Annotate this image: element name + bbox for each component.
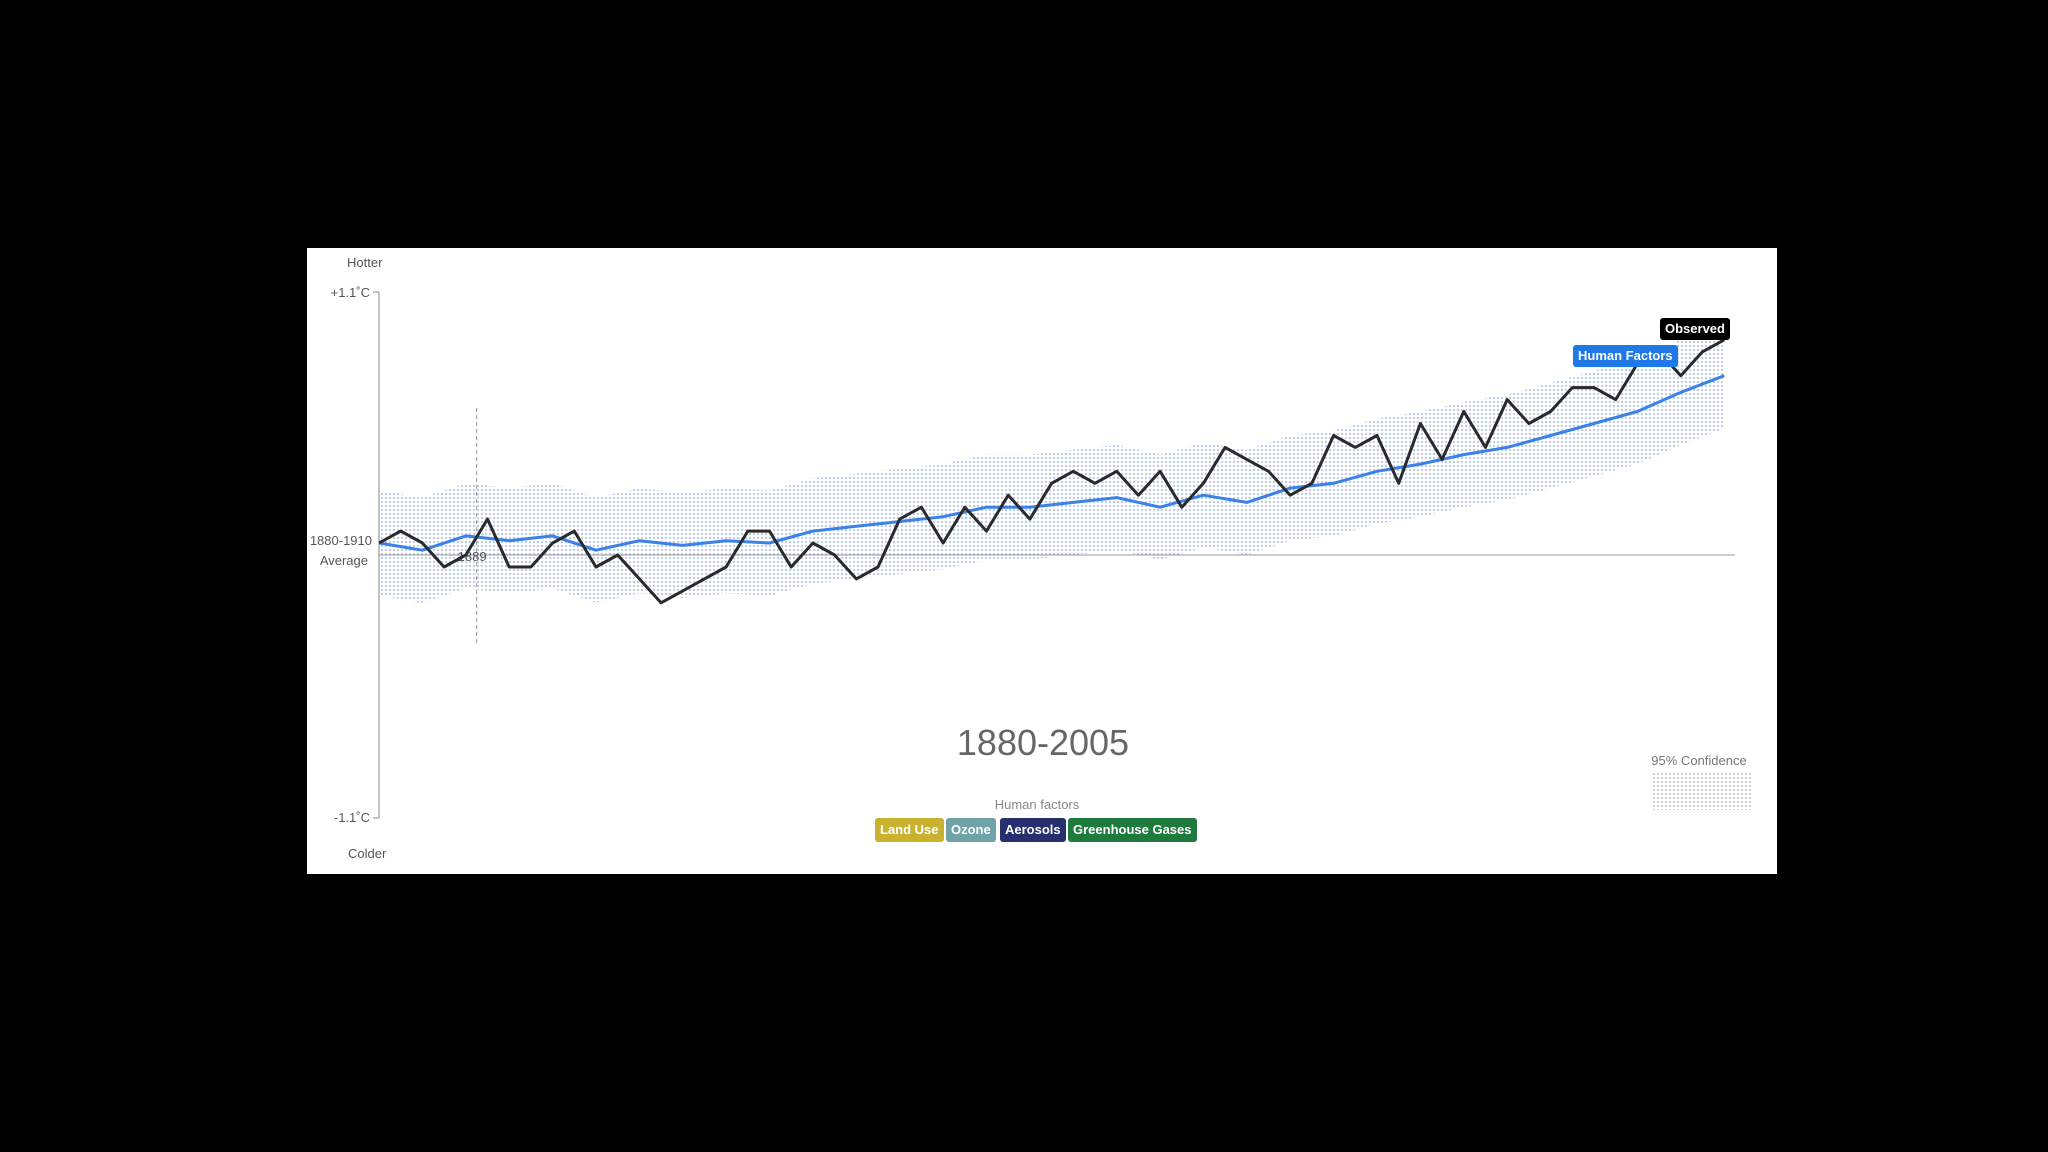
baseline-label-period: 1880-1910 bbox=[310, 533, 372, 548]
legend-greenhouse-gases-button[interactable]: Greenhouse Gases bbox=[1068, 818, 1197, 842]
series-observed[interactable] bbox=[378, 338, 1725, 605]
ymin-tick-label: -1.1˚C bbox=[334, 810, 370, 825]
legend-ozone-button[interactable]: Ozone bbox=[946, 818, 996, 842]
confidence-legend-label: 95% Confidence bbox=[1651, 753, 1746, 768]
observed-series-tag: Observed bbox=[1660, 318, 1730, 340]
legend-aerosols-button[interactable]: Aerosols bbox=[1000, 818, 1066, 842]
series-human-factors[interactable] bbox=[378, 374, 1725, 552]
confidence-band bbox=[379, 323, 1725, 603]
axis-top-label: Hotter bbox=[347, 255, 383, 270]
legend-land-use-button[interactable]: Land Use bbox=[875, 818, 944, 842]
legend-title: Human factors bbox=[995, 797, 1080, 812]
ymax-tick-label: +1.1˚C bbox=[331, 285, 370, 300]
axis-bottom-label: Colder bbox=[348, 846, 387, 861]
confidence-swatch bbox=[1652, 772, 1753, 810]
year-range-label: 1880-2005 bbox=[957, 722, 1129, 763]
hover-year-label: 1889 bbox=[458, 549, 487, 564]
human-factors-series-tag: Human Factors bbox=[1573, 345, 1678, 367]
baseline-label-average: Average bbox=[320, 553, 368, 568]
